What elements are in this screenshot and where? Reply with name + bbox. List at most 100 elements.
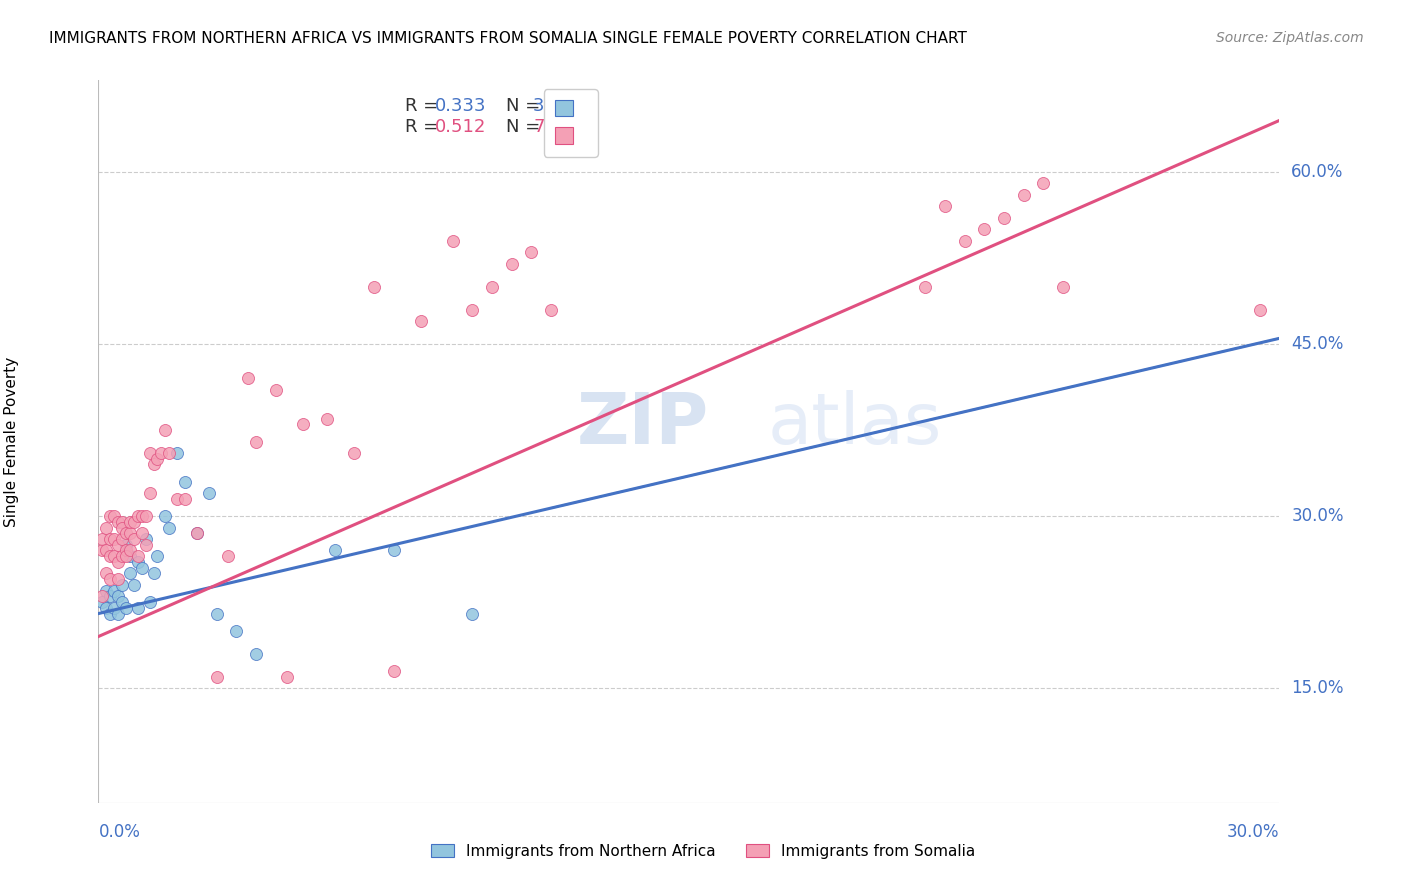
Point — [98, 572, 121, 586]
Point — [264, 383, 287, 397]
Point — [343, 446, 366, 460]
Point — [157, 446, 180, 460]
Point — [1249, 302, 1271, 317]
Point — [146, 549, 169, 564]
Text: Single Female Poverty: Single Female Poverty — [4, 357, 20, 526]
Point — [115, 549, 138, 564]
Text: 30.0%: 30.0% — [1227, 823, 1279, 841]
Point — [166, 491, 188, 506]
Point — [186, 526, 208, 541]
Point — [197, 486, 219, 500]
Point — [96, 566, 118, 581]
Point — [441, 234, 464, 248]
Point — [382, 543, 405, 558]
Point — [501, 257, 523, 271]
Point — [481, 279, 503, 293]
Point — [138, 595, 160, 609]
Point — [217, 549, 239, 564]
Point — [205, 670, 228, 684]
Point — [115, 538, 138, 552]
Point — [111, 578, 134, 592]
Point — [135, 538, 157, 552]
Point — [323, 543, 346, 558]
Text: 30.0%: 30.0% — [1291, 507, 1344, 525]
Point — [1012, 188, 1035, 202]
Point — [107, 515, 129, 529]
Text: Source: ZipAtlas.com: Source: ZipAtlas.com — [1216, 31, 1364, 45]
Point — [131, 560, 153, 574]
Text: IMMIGRANTS FROM NORTHERN AFRICA VS IMMIGRANTS FROM SOMALIA SINGLE FEMALE POVERTY: IMMIGRANTS FROM NORTHERN AFRICA VS IMMIG… — [49, 31, 967, 46]
Text: R =: R = — [405, 119, 444, 136]
Point — [150, 446, 173, 460]
Point — [103, 509, 125, 524]
Point — [103, 549, 125, 564]
Point — [118, 515, 141, 529]
Point — [934, 199, 956, 213]
Point — [98, 607, 121, 621]
Point — [91, 543, 114, 558]
Text: atlas: atlas — [768, 391, 942, 459]
Point — [292, 417, 315, 432]
Point — [973, 222, 995, 236]
Point — [118, 549, 141, 564]
Text: N =: N = — [506, 119, 546, 136]
Point — [127, 549, 149, 564]
Point — [98, 590, 121, 604]
Text: 60.0%: 60.0% — [1291, 163, 1344, 181]
Point — [127, 509, 149, 524]
Point — [98, 549, 121, 564]
Text: N =: N = — [506, 96, 546, 114]
Point — [138, 446, 160, 460]
Text: 0.512: 0.512 — [434, 119, 486, 136]
Point — [111, 595, 134, 609]
Text: 72: 72 — [533, 119, 555, 136]
Legend: , : , — [544, 89, 598, 156]
Point — [122, 578, 145, 592]
Point — [1032, 177, 1054, 191]
Point — [91, 595, 114, 609]
Point — [131, 509, 153, 524]
Point — [96, 543, 118, 558]
Point — [96, 520, 118, 534]
Point — [111, 515, 134, 529]
Text: ZIP: ZIP — [576, 391, 709, 459]
Point — [107, 555, 129, 569]
Text: 45.0%: 45.0% — [1291, 335, 1344, 353]
Text: R =: R = — [405, 96, 444, 114]
Point — [1052, 279, 1074, 293]
Point — [155, 509, 177, 524]
Point — [115, 526, 138, 541]
Point — [127, 555, 149, 569]
Point — [103, 532, 125, 546]
Point — [411, 314, 433, 328]
Point — [245, 434, 267, 449]
Point — [363, 279, 385, 293]
Point — [122, 532, 145, 546]
Point — [382, 664, 405, 678]
Point — [91, 590, 114, 604]
Point — [157, 520, 180, 534]
Text: 0.0%: 0.0% — [98, 823, 141, 841]
Point — [138, 486, 160, 500]
Point — [103, 600, 125, 615]
Point — [135, 509, 157, 524]
Text: 15.0%: 15.0% — [1291, 679, 1344, 698]
Point — [118, 566, 141, 581]
Point — [118, 526, 141, 541]
Point — [131, 526, 153, 541]
Point — [91, 532, 114, 546]
Point — [103, 583, 125, 598]
Point — [111, 549, 134, 564]
Point — [174, 491, 197, 506]
Point — [111, 520, 134, 534]
Point — [245, 647, 267, 661]
Point — [540, 302, 562, 317]
Point — [135, 532, 157, 546]
Point — [155, 423, 177, 437]
Point — [96, 583, 118, 598]
Point — [225, 624, 247, 638]
Point — [993, 211, 1015, 225]
Point — [142, 458, 165, 472]
Legend: Immigrants from Northern Africa, Immigrants from Somalia: Immigrants from Northern Africa, Immigra… — [423, 836, 983, 866]
Point — [111, 532, 134, 546]
